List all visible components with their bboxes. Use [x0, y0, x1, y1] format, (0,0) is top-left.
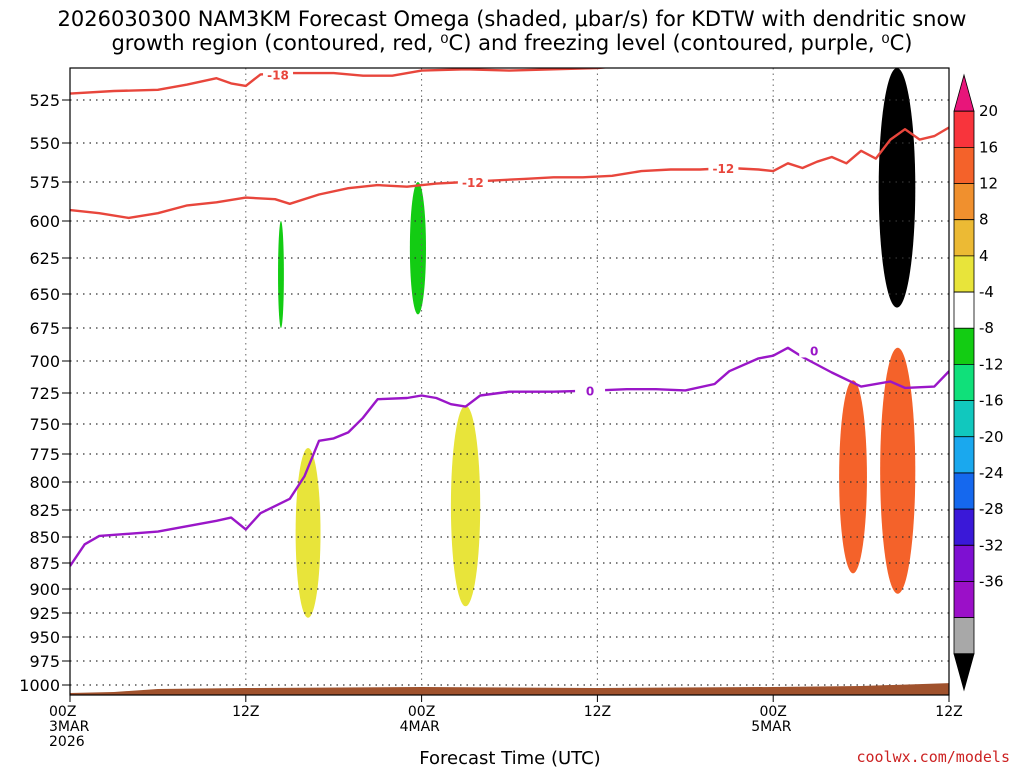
omega-region-2: [278, 221, 284, 328]
y-tick-label-825: 825: [29, 501, 60, 520]
y-tick-label-1000: 1000: [19, 676, 60, 695]
y-tick-label-700: 700: [29, 352, 60, 371]
y-tick-label-800: 800: [29, 473, 60, 492]
y-tick-label-875: 875: [29, 554, 60, 573]
colorbar-label-16: 16: [979, 138, 998, 156]
x-tick-label-4-1: 5MAR: [751, 719, 792, 735]
colorbar-label-8: 8: [979, 211, 989, 229]
x-axis-label: Forecast Time (UTC): [419, 748, 600, 768]
freezing-label-b: 0: [810, 344, 818, 358]
x-tick-label-5-0: 12Z: [935, 704, 962, 720]
colorbar-bin-0: [953, 73, 975, 112]
colorbar-bin-11: [953, 472, 975, 510]
y-tick-label-650: 650: [29, 285, 60, 304]
y-tick-label-950: 950: [29, 628, 60, 647]
colorbar-bin-10: [953, 436, 975, 474]
y-tick-label-600: 600: [29, 212, 60, 231]
colorbar-label--16: -16: [979, 392, 1004, 410]
plot-frame: [69, 67, 950, 696]
x-tick-label-0-2: 2026: [49, 734, 85, 750]
y-tick-label-550: 550: [29, 134, 60, 153]
colorbar-bin-15: [953, 617, 975, 655]
y-tick-label-725: 725: [29, 384, 60, 403]
y-tick-label-850: 850: [29, 528, 60, 547]
temp-contour-label-a-bg: [263, 68, 294, 82]
colorbar-bin-2: [953, 146, 975, 184]
y-tick-label-675: 675: [29, 319, 60, 338]
y-tick-label-775: 775: [29, 445, 60, 464]
y-axis-tick-labels: 525 550 575 600 625 650 675 700 725 750 775 800 825 8…: [19, 91, 70, 695]
colorbar-label--12: -12: [979, 355, 1004, 373]
x-tick-label-4-0: 00Z: [759, 704, 786, 720]
freezing-label-a: 0: [586, 384, 594, 398]
omega-region-4: [295, 448, 321, 618]
colorbar-bin-1: [953, 110, 975, 148]
temp-contour--12: [70, 126, 949, 220]
x-tick-label-3-0: 12Z: [584, 704, 611, 720]
y-tick-label-575: 575: [29, 173, 60, 192]
temp-contour-label-c: -12: [713, 162, 735, 176]
temp-contour-label-b: -12: [462, 176, 484, 190]
chart-title-line-1: 2026030300 NAM3KM Forecast Omega (shaded…: [58, 7, 967, 31]
y-tick-label-900: 900: [29, 580, 60, 599]
temp-contour--18: [70, 68, 611, 95]
colorbar-bin-4: [953, 219, 975, 257]
colorbar-bin-12: [953, 508, 975, 546]
colorbar-label-20: 20: [979, 102, 998, 120]
colorbar-bin-16: [953, 653, 975, 692]
temp-contour-label-b-bg: [457, 174, 488, 189]
colorbar-bin-13: [953, 544, 975, 582]
chart-title-line-2: growth region (contoured, red, ⁰C) and f…: [111, 31, 912, 55]
plot-area: -18 -12 -12 0 0: [70, 68, 949, 695]
colorbar-bin-8: [953, 364, 975, 401]
y-tick-label-750: 750: [29, 415, 60, 434]
colorbar-bin-14: [953, 581, 975, 619]
colorbar-label--24: -24: [979, 464, 1004, 482]
x-tick-label-2-0: 00Z: [408, 704, 435, 720]
colorbar-label-4: 4: [979, 247, 989, 265]
x-tick-label-1-0: 12Z: [232, 704, 259, 720]
dotted-grid: [70, 68, 949, 695]
colorbar-label--32: -32: [979, 536, 1004, 554]
temp-contour-label-c-bg: [708, 159, 739, 175]
x-tick-label-0-1: 3MAR: [49, 719, 90, 735]
colorbar-bin-7: [953, 327, 975, 365]
x-tick-label-2-1: 4MAR: [400, 719, 441, 735]
omega-region-5: [450, 405, 481, 607]
omega-shading: [278, 68, 916, 618]
freezing-label-a-bg: [575, 382, 606, 398]
colorbar-bin-9: [953, 400, 975, 438]
colorbar-label--28: -28: [979, 500, 1004, 518]
y-tick-label-625: 625: [29, 249, 60, 268]
freezing-level-contour: [70, 346, 949, 567]
colorbar-bin-6: [953, 291, 975, 329]
colorbar-label--36: -36: [979, 572, 1004, 590]
contour-lines: -18 -12 -12 0 0: [70, 68, 949, 567]
temp-contour-label-a: -18: [267, 68, 289, 82]
colorbar-label--4: -4: [979, 283, 994, 301]
colorbar-label--20: -20: [979, 428, 1004, 446]
omega-region-3: [409, 182, 426, 315]
colorbar: 20 16 12 8 4 -4 -8 -12 -16 -20 -24 -28 -32 -36: [953, 73, 1004, 692]
omega-region-6: [878, 68, 916, 308]
y-tick-label-975: 975: [29, 652, 60, 671]
omega-region-1: [880, 347, 916, 594]
colorbar-label--8: -8: [979, 319, 994, 337]
terrain-fill: [70, 683, 949, 695]
colorbar-bin-3: [953, 183, 975, 221]
x-tick-label-0-0: 00Z: [49, 704, 76, 720]
freezing-label-b-bg: [799, 342, 830, 358]
colorbar-bin-5: [953, 255, 975, 293]
y-tick-label-525: 525: [29, 91, 60, 110]
y-tick-label-925: 925: [29, 604, 60, 623]
credit-text: coolwx.com/models: [856, 748, 1010, 766]
colorbar-label-12: 12: [979, 175, 998, 193]
omega-region-0: [839, 380, 867, 574]
terrain-area: [70, 683, 949, 695]
